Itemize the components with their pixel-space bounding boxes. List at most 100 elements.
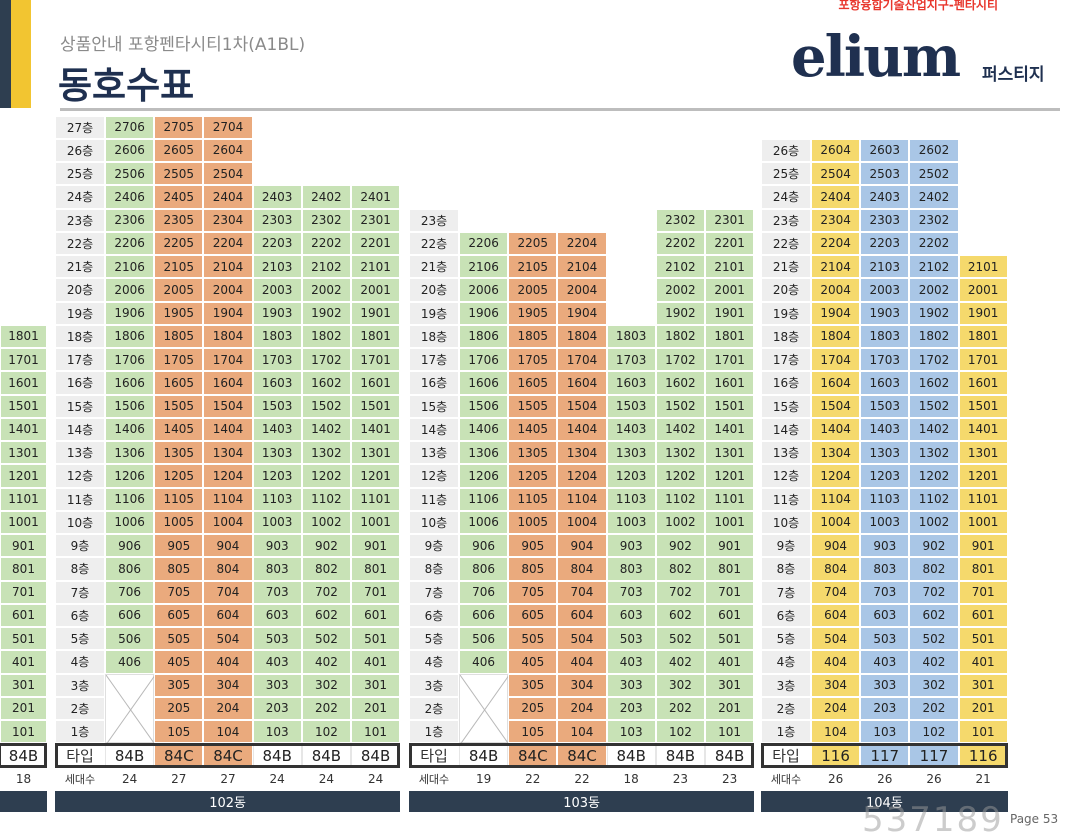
unit-cell: 2002 (655, 278, 705, 302)
unit-cell: 2604 (811, 138, 861, 162)
unit-cell: 1004 (203, 510, 253, 534)
unit-cell: 1902 (655, 301, 705, 325)
unit-cell: 905 (508, 534, 558, 558)
unit-cell: 1305 (154, 441, 204, 465)
floor-label: 22층 (761, 231, 811, 255)
floor-label: 18층 (55, 324, 105, 348)
unit-count-cell: 23 (655, 768, 705, 790)
unit-cell: 802 (909, 557, 959, 581)
unit-cell: 2604 (203, 138, 253, 162)
brand-logo: elium (791, 24, 961, 90)
unit-cell: 1201 (0, 464, 47, 488)
unit-cell: 1001 (705, 510, 755, 534)
unit-cell: 2306 (105, 208, 155, 232)
unit-cell: 202 (655, 696, 705, 720)
unit-cell: 2204 (203, 231, 253, 255)
unit-cell: 2402 (301, 185, 351, 209)
unit-cell: 1903 (252, 301, 302, 325)
unit-cell: 1103 (606, 487, 656, 511)
unit-cell: 806 (105, 557, 155, 581)
unit-cell: 602 (909, 603, 959, 627)
unit-cell: 103 (252, 720, 302, 744)
unit-cell: 1405 (154, 417, 204, 441)
type-cell: 84B (459, 743, 509, 768)
unit-cell: 506 (459, 627, 509, 651)
floor-label: 23층 (55, 208, 105, 232)
type-cell: 84B (0, 743, 47, 768)
unit-cell: 802 (655, 557, 705, 581)
unit-cell: 103 (606, 720, 656, 744)
unit-cell: 1101 (705, 487, 755, 511)
unit-cell: 1002 (301, 510, 351, 534)
unit-cell: 601 (0, 603, 47, 627)
unit-count-cell: 23 (705, 768, 755, 790)
unit-cell: 1502 (301, 394, 351, 418)
unit-cell: 2006 (105, 278, 155, 302)
unit-cell: 1201 (351, 464, 401, 488)
unit-cell: 806 (459, 557, 509, 581)
type-cell: 84B (705, 743, 755, 768)
unit-cell: 701 (705, 580, 755, 604)
brand-subtitle: 퍼스티지 (982, 65, 1045, 85)
floor-label: 27층 (55, 115, 105, 139)
unit-cell: 1705 (154, 348, 204, 372)
unit-cell: 2206 (459, 231, 509, 255)
unit-cell: 2504 (203, 162, 253, 186)
unit-cell: 304 (811, 673, 861, 697)
page-subtitle: 상품안내 포항펜타시티1차(A1BL) (60, 35, 306, 55)
unit-cell: 1604 (811, 371, 861, 395)
unit-cell: 1901 (958, 301, 1008, 325)
unit-cell: 2402 (909, 185, 959, 209)
unit-cell: 1805 (154, 324, 204, 348)
unit-cell: 1301 (351, 441, 401, 465)
unit-cell: 403 (252, 650, 302, 674)
type-cell: 84C (154, 743, 204, 768)
unit-count-cell: 24 (252, 768, 302, 790)
unit-cell: 1006 (105, 510, 155, 534)
unit-cell: 805 (154, 557, 204, 581)
floor-label: 25층 (761, 162, 811, 186)
floor-label: 7층 (55, 580, 105, 604)
unit-cell: 1106 (105, 487, 155, 511)
unit-cell: 1302 (909, 441, 959, 465)
empty-floor-cell (459, 673, 510, 745)
unit-cell: 2406 (105, 185, 155, 209)
unit-cell: 1703 (860, 348, 910, 372)
unit-cell: 404 (811, 650, 861, 674)
unit-cell: 904 (557, 534, 607, 558)
unit-cell: 1404 (811, 417, 861, 441)
unit-cell: 1803 (860, 324, 910, 348)
unit-cell: 1405 (508, 417, 558, 441)
unit-cell: 301 (0, 673, 47, 697)
unit-cell: 904 (811, 534, 861, 558)
unit-cell: 2005 (508, 278, 558, 302)
unit-cell: 902 (909, 534, 959, 558)
unit-cell: 2204 (557, 231, 607, 255)
unit-cell: 2403 (252, 185, 302, 209)
unit-cell: 1204 (811, 464, 861, 488)
unit-cell: 1501 (958, 394, 1008, 418)
unit-cell: 701 (351, 580, 401, 604)
unit-cell: 1701 (351, 348, 401, 372)
unit-cell: 602 (655, 603, 705, 627)
unit-cell: 706 (459, 580, 509, 604)
unit-cell: 2001 (351, 278, 401, 302)
unit-cell: 301 (705, 673, 755, 697)
unit-cell: 2602 (909, 138, 959, 162)
floor-label: 9층 (409, 534, 459, 558)
unit-cell: 1902 (301, 301, 351, 325)
floor-label: 20층 (409, 278, 459, 302)
unit-cell: 102 (909, 720, 959, 744)
unit-cell: 104 (557, 720, 607, 744)
unit-cell: 2101 (351, 255, 401, 279)
type-cell: 116 (811, 743, 861, 768)
unit-cell: 303 (860, 673, 910, 697)
unit-cell: 1302 (655, 441, 705, 465)
unit-cell: 2405 (154, 185, 204, 209)
unit-cell: 2404 (811, 185, 861, 209)
floor-label: 10층 (55, 510, 105, 534)
unit-cell: 2203 (860, 231, 910, 255)
unit-cell: 2106 (459, 255, 509, 279)
unit-cell: 1903 (860, 301, 910, 325)
